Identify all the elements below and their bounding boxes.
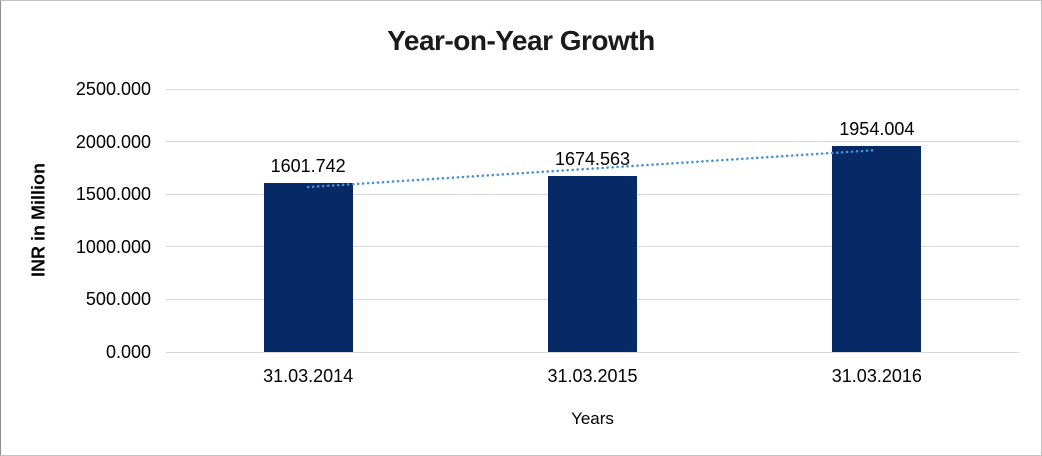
bar-31.03.2014 bbox=[263, 183, 353, 352]
y-tick-label: 1000.000 bbox=[75, 236, 151, 257]
y-tick-label: 0.000 bbox=[105, 342, 151, 362]
chart-title: Year-on-Year Growth bbox=[387, 25, 655, 56]
y-tick-label: 2500.000 bbox=[75, 79, 151, 99]
y-tick-label: 2000.000 bbox=[75, 131, 151, 152]
x-tick-label: 31.03.2016 bbox=[831, 366, 922, 386]
plot-area: 1601.742 1674.563 1954.004 bbox=[166, 88, 1019, 353]
trendline bbox=[306, 148, 879, 189]
bar-31.03.2016 bbox=[832, 146, 922, 352]
gridline bbox=[166, 351, 1019, 353]
x-tick-label: 31.03.2014 bbox=[263, 366, 354, 386]
x-tick-label: 31.03.2015 bbox=[547, 366, 638, 386]
bar-value-label: 1601.742 bbox=[270, 156, 346, 177]
gridline bbox=[166, 141, 1019, 143]
y-axis-title: INR in Million bbox=[28, 163, 49, 277]
bar-value-label: 1954.004 bbox=[839, 119, 915, 140]
y-tick-label: 1500.000 bbox=[75, 184, 151, 205]
y-tick-label: 500.000 bbox=[85, 289, 151, 310]
bar-value-label: 1674.563 bbox=[554, 148, 631, 169]
bar-31.03.2015 bbox=[548, 175, 637, 352]
gridline bbox=[166, 88, 1019, 90]
x-axis-title: Years bbox=[571, 409, 614, 428]
trendline-path bbox=[306, 148, 879, 189]
